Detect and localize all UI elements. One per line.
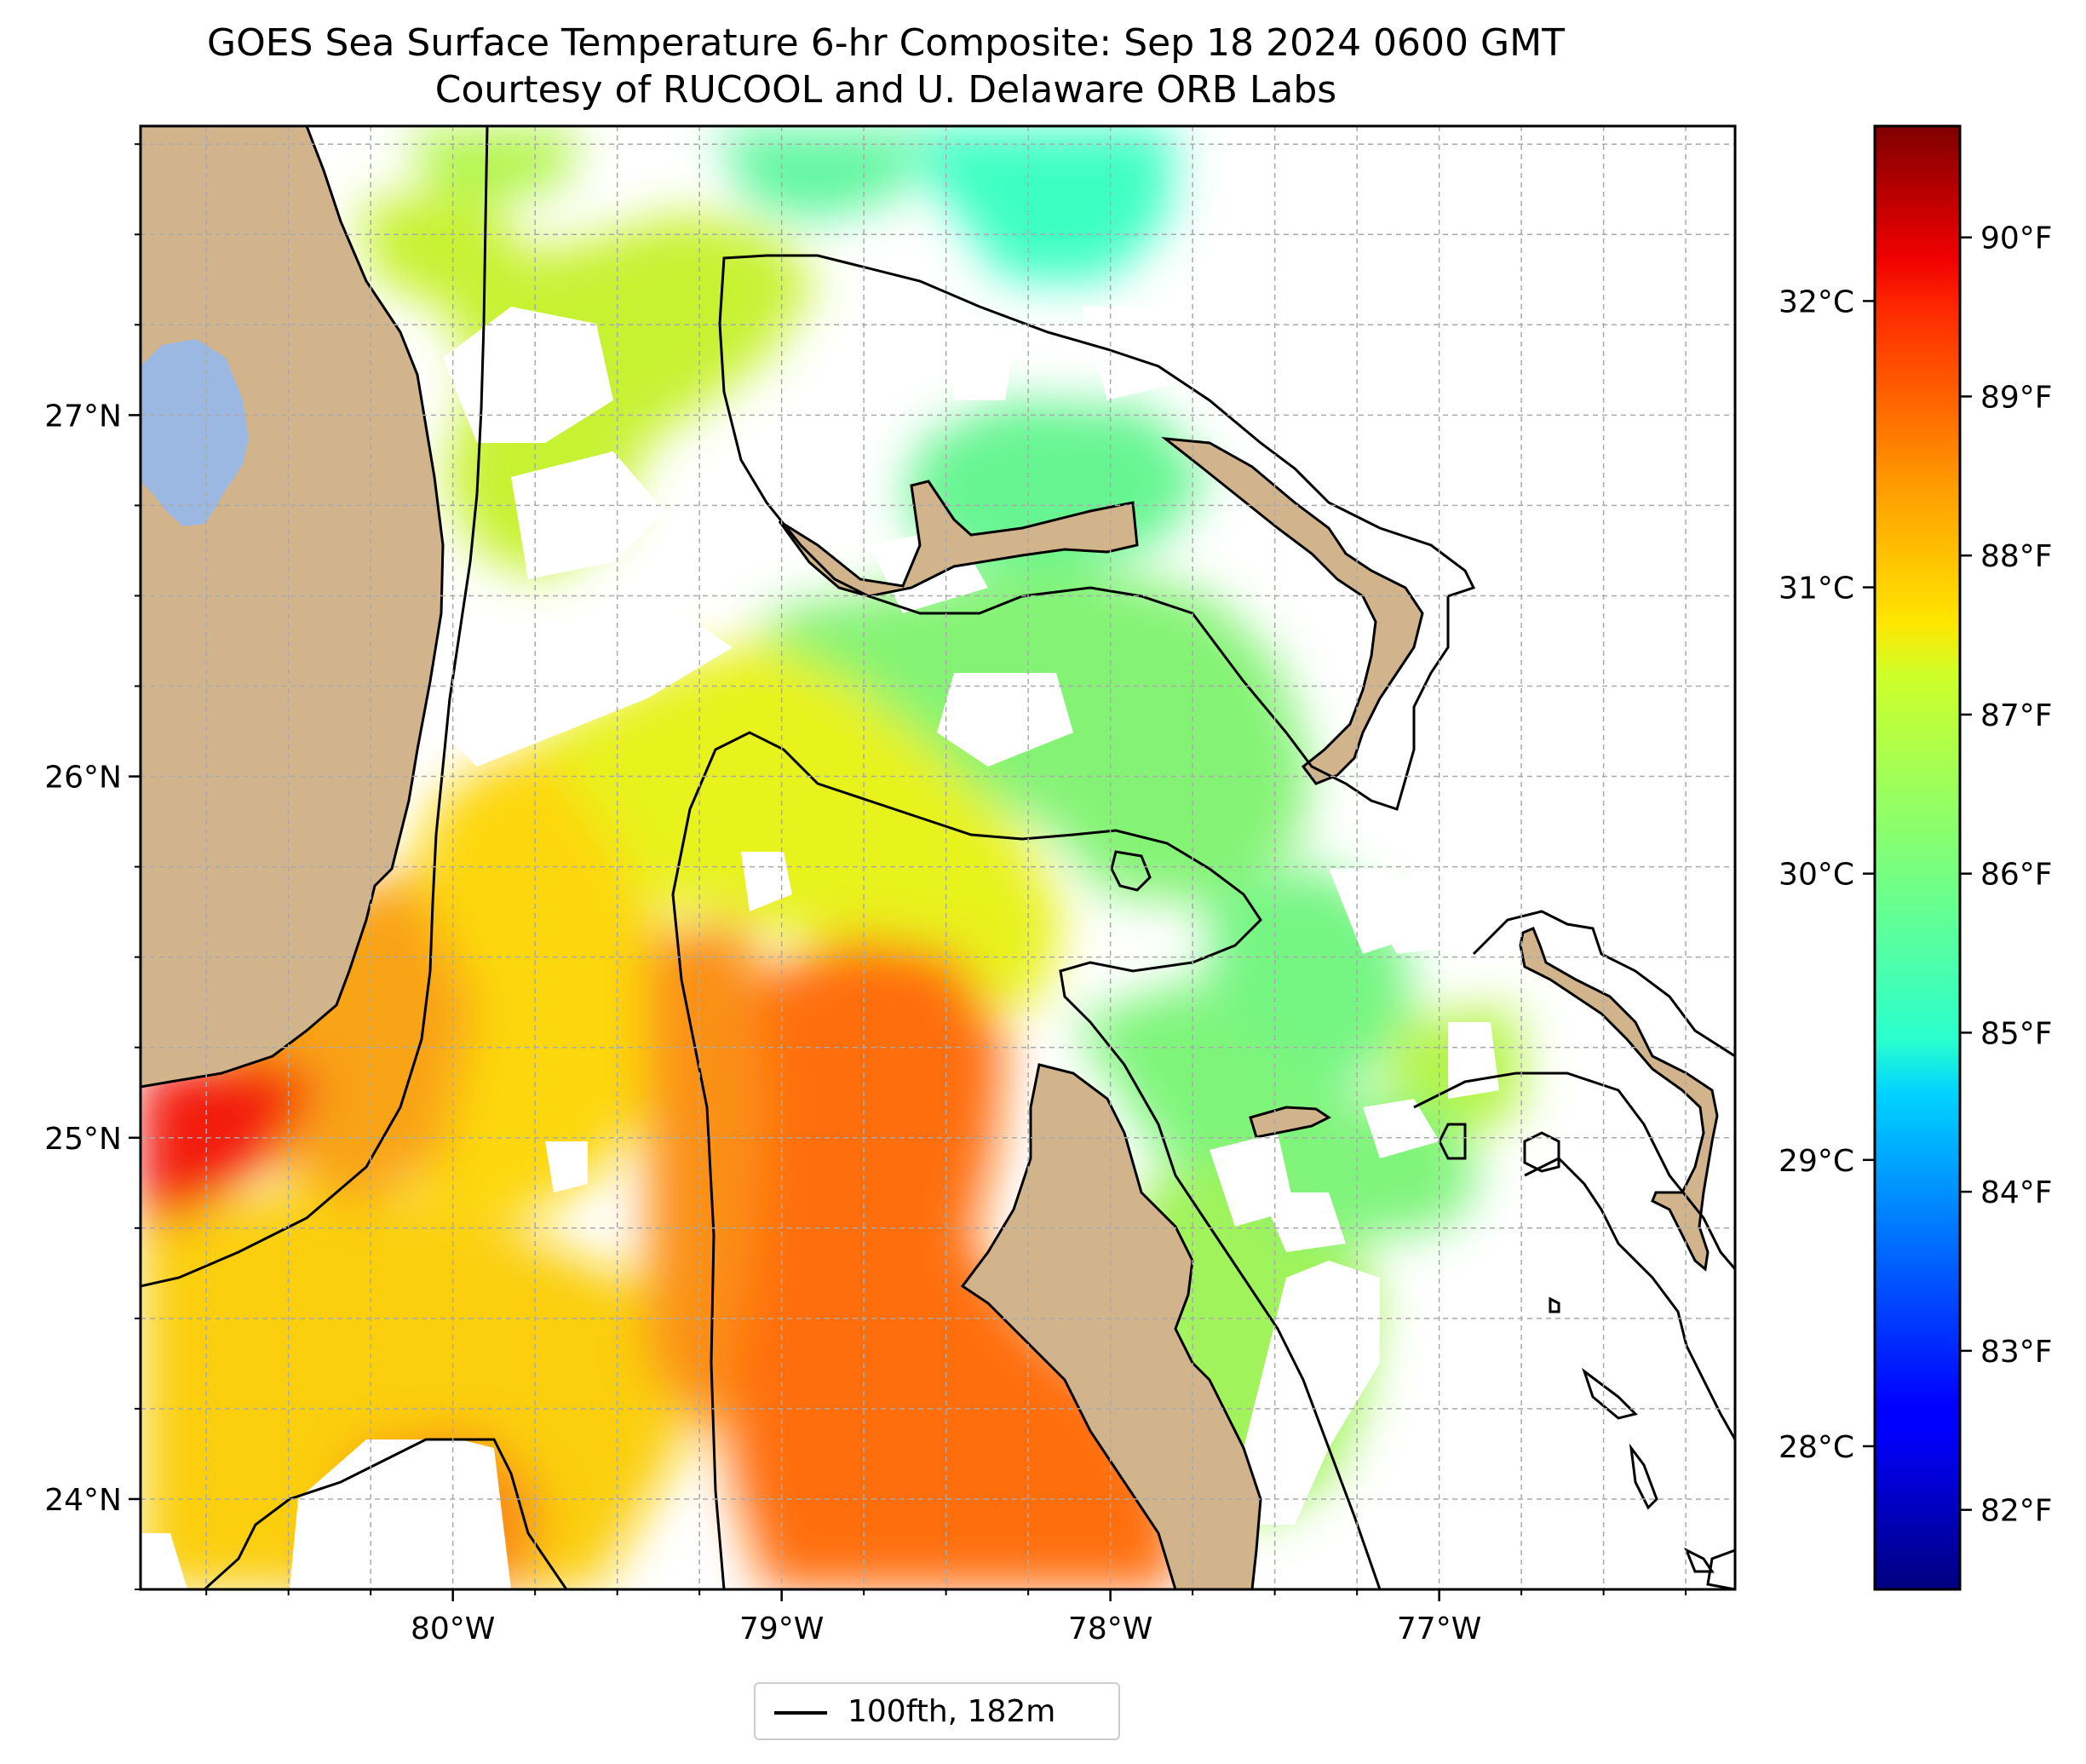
lat-axis: 24°N 25°N 26°N 27°N [44,143,141,1590]
lat-tick-label: 27°N [44,399,122,434]
land-andros [960,1063,1262,1589]
sst-patch-red-keys [141,1056,324,1227]
lon-axis: 80°W 79°W 78°W 77°W [205,1589,1687,1646]
land-grand-bahama [778,480,1139,598]
colorbar-f-tick-label: 84°F [1980,1175,2053,1210]
colorbar-f-tick-label: 88°F [1980,539,2053,574]
land-eleuthera [1519,927,1719,1272]
land-abaco [1161,437,1424,785]
legend: 100fth, 182m [754,1682,1120,1740]
lat-tick-label: 25°N [44,1122,122,1157]
colorbar-c-tick-label: 31°C [1779,572,1854,606]
colorbar-f-tick-label: 83°F [1980,1335,2053,1370]
sst-patch-orange-core [724,937,1175,1589]
sst-patch-yellow-south [141,1175,681,1589]
lat-tick-label: 26°N [44,761,122,796]
lon-tick-label: 80°W [411,1612,495,1646]
colorbar-c-tick-label: 30°C [1779,858,1854,893]
colorbar-f-tick-label: 85°F [1980,1016,2053,1051]
map-frame [139,124,1737,1591]
map-title: GOES Sea Surface Temperature 6-hr Compos… [207,21,1565,65]
legend-label: 100fth, 182m [848,1694,1056,1729]
colorbar [1873,124,1962,1591]
sst-patch-green-north [715,128,920,221]
colorbar-c-tick-label: 29°C [1779,1144,1854,1179]
map-subtitle: Courtesy of RUCOOL and U. Delaware ORB L… [434,68,1337,112]
lon-tick-label: 77°W [1397,1612,1481,1646]
colorbar-fahrenheit-axis: 82°F 83°F 84°F 85°F 86°F 87°F 88°F 89°F 90°F [1960,221,2053,1529]
legend-line-swatch [774,1711,827,1715]
sst-patch-yellow-west [392,750,681,1227]
bathymetry-100fth-contours [141,126,1735,1589]
land-berry-islands [1249,1106,1331,1139]
gridlines [141,126,1735,1589]
sst-patch-north-lime [409,128,579,204]
colorbar-c-tick-label: 32°C [1779,284,1854,319]
colorbar-c-tick-label: 28°C [1779,1430,1854,1465]
map-plot-area [141,126,1735,1589]
colorbar-f-tick-label: 90°F [1980,221,2053,256]
lake-okeechobee [141,339,249,526]
lat-tick-label: 24°N [44,1483,122,1518]
colorbar-f-tick-label: 86°F [1980,858,2053,893]
colorbar-f-tick-label: 87°F [1980,698,2053,733]
sst-patch-cyan-north [920,128,1175,281]
colorbar-f-tick-label: 82°F [1980,1494,2053,1529]
lon-tick-label: 79°W [739,1612,824,1646]
colorbar-celsius-axis: 28°C 29°C 30°C 31°C 32°C [1779,284,1875,1465]
sst-patch-orange-mid [647,920,767,1448]
colorbar-f-tick-label: 89°F [1980,380,2053,415]
lon-tick-label: 78°W [1068,1612,1152,1646]
